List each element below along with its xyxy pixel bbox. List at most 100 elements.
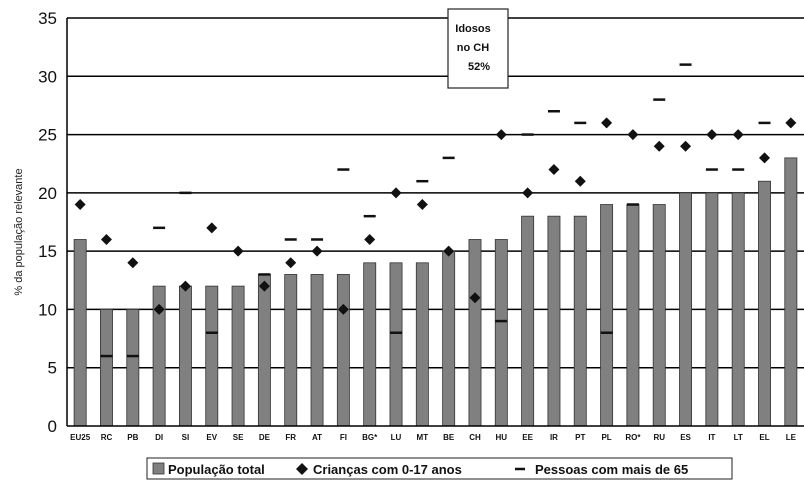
- x-tick-label: DE: [259, 433, 271, 442]
- children-marker: [574, 175, 586, 187]
- children-marker: [179, 280, 191, 292]
- bar-se: [231, 285, 245, 427]
- children-marker: [469, 292, 481, 304]
- children-marker: [653, 140, 665, 152]
- x-tick-label: MT: [417, 433, 429, 442]
- children-marker: [627, 129, 639, 141]
- annotation-box: Idosos no CH 52%: [447, 8, 509, 89]
- x-tick-label: FR: [285, 433, 296, 442]
- y-tick-label: 15: [38, 242, 57, 261]
- y-tick-labels: 0 5 10 15 20 25 30 35: [38, 9, 57, 436]
- children-marker: [680, 140, 692, 152]
- children-marker: [285, 257, 297, 269]
- legend-label-total: População total: [168, 462, 265, 477]
- bar-si: [178, 285, 192, 427]
- x-tick-label: FI: [340, 433, 347, 442]
- y-tick-label: 25: [38, 126, 57, 145]
- x-tick-label: RU: [653, 433, 665, 442]
- annotation-line-1: Idosos: [455, 23, 490, 35]
- y-tick-label: 30: [38, 67, 57, 86]
- children-marker: [548, 164, 560, 176]
- children-marker: [74, 199, 86, 211]
- children-marker: [364, 233, 376, 245]
- x-tick-label: SI: [182, 433, 190, 442]
- x-tick-label: AT: [312, 433, 322, 442]
- bar-ev: [205, 285, 219, 427]
- children-marker: [601, 117, 613, 129]
- x-tick-label: LE: [786, 433, 797, 442]
- bar-pt: [573, 215, 587, 427]
- children-marker: [337, 303, 349, 315]
- children-marker: [127, 257, 139, 269]
- x-tick-label: CH: [469, 433, 481, 442]
- annotation-line-2: no CH: [457, 42, 489, 54]
- children-marker: [416, 199, 428, 211]
- children-marker: [443, 245, 455, 257]
- bar-ir: [547, 215, 561, 427]
- bar-rc: [100, 309, 113, 427]
- x-tick-label: EU25: [70, 433, 91, 442]
- x-tick-label: ES: [680, 433, 691, 442]
- bar-pb: [126, 309, 140, 427]
- children-marker: [311, 245, 323, 257]
- bar-ro-star: [626, 204, 640, 427]
- x-tick-label: IT: [708, 433, 715, 442]
- bar-ch: [468, 239, 482, 427]
- bar-de: [257, 274, 271, 427]
- x-tick-label: RO*: [625, 433, 641, 442]
- bar-bg-star: [363, 262, 377, 427]
- y-tick-label: 0: [48, 417, 57, 436]
- x-tick-label: PT: [575, 433, 585, 442]
- x-tick-labels: EU25 RC PB DI SI EV SE DE FR AT FI BG* LU MT BE CH HU EE I…: [70, 433, 796, 442]
- children-marker: [706, 129, 718, 141]
- legend-swatch-children: [296, 463, 308, 475]
- annotation-frame: [447, 8, 509, 89]
- bar-es: [679, 192, 693, 427]
- children-marker: [522, 187, 534, 199]
- bar-le: [784, 157, 798, 427]
- bar-be: [442, 250, 456, 427]
- bar-ee: [521, 215, 535, 427]
- bar-lt: [731, 192, 745, 427]
- children-marker: [785, 117, 797, 129]
- children-marker: [206, 222, 218, 234]
- x-tick-label: EV: [206, 433, 217, 442]
- x-tick-label: PB: [127, 433, 138, 442]
- legend: População total Crianças com 0-17 anos P…: [146, 457, 733, 480]
- bar-el: [758, 180, 771, 427]
- bar-hu: [494, 239, 508, 427]
- children-marker: [100, 233, 112, 245]
- legend-label-children: Crianças com 0-17 anos: [313, 462, 462, 477]
- legend-frame: [146, 457, 733, 480]
- x-tick-label: BE: [443, 433, 455, 442]
- y-tick-label: 5: [48, 359, 57, 378]
- legend-label-elderly: Pessoas com mais de 65: [535, 462, 688, 477]
- x-tick-label: EE: [522, 433, 533, 442]
- x-tick-label: LT: [734, 433, 743, 442]
- x-tick-label: SE: [233, 433, 244, 442]
- x-tick-label: EL: [759, 433, 769, 442]
- x-tick-label: LU: [391, 433, 402, 442]
- bar-fr: [284, 274, 298, 427]
- y-tick-label: 35: [38, 9, 57, 28]
- children-markers: [74, 117, 797, 315]
- x-tick-label: BG*: [362, 433, 378, 442]
- bar-fi: [336, 274, 350, 427]
- annotation-line-3: 52%: [468, 61, 490, 73]
- bar-lu: [389, 262, 403, 427]
- bar-it: [705, 192, 719, 427]
- y-tick-label: 10: [38, 300, 57, 319]
- gridlines: [67, 17, 804, 369]
- y-axis-label: % da população relevante: [13, 168, 25, 295]
- bar-pl: [600, 204, 614, 427]
- children-marker: [258, 280, 270, 292]
- bars: [73, 157, 798, 427]
- x-tick-label: RC: [101, 433, 113, 442]
- bar-ru: [652, 204, 666, 427]
- bar-mt: [415, 262, 429, 427]
- legend-swatch-total: [152, 462, 165, 475]
- bar-eu25: [73, 239, 87, 427]
- children-marker: [390, 187, 402, 199]
